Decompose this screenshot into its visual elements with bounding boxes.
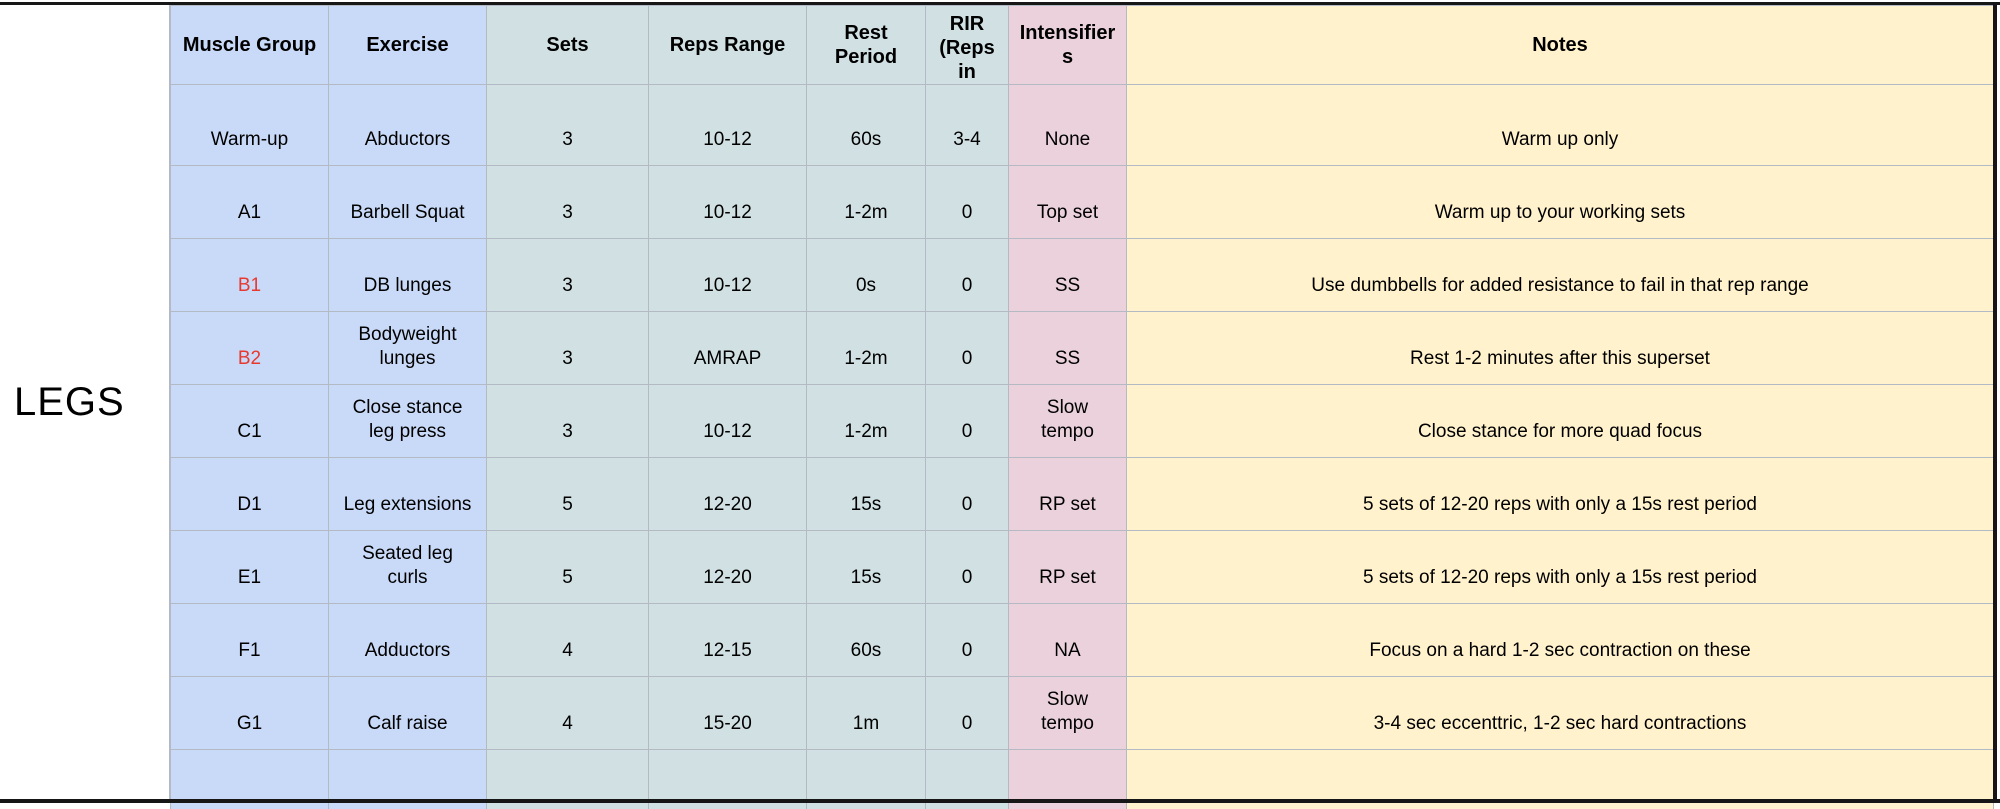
cell-reps-range[interactable]: 10-12 [648,84,807,166]
cell-rir[interactable]: 0 [925,457,1009,531]
cell-rest-period[interactable]: 60s [806,603,926,677]
table-row: E1 Seated leg curls 5 12-20 15s 0 RP set 5 sets… [170,530,1994,604]
cell-exercise[interactable]: DB lunges [328,238,487,312]
cell-exercise[interactable]: Bodyweight lunges [328,311,487,385]
legs-label: LEGS [14,379,125,424]
header-row: Muscle Group Exercise Sets Reps Range Rest P… [170,5,1994,85]
cell-rest-period[interactable]: 1-2m [806,311,926,385]
cell-sets[interactable]: 3 [486,84,649,166]
cell-intensifiers[interactable]: Slow tempo [1008,384,1127,458]
table-row: A1 Barbell Squat 3 10-12 1-2m 0 Top set Warm up… [170,165,1994,239]
cell-intensifiers[interactable]: RP set [1008,530,1127,604]
cell-rir[interactable]: 0 [925,384,1009,458]
cell-muscle-group[interactable]: C1 [170,384,329,458]
muscle-group-merged-cell[interactable]: LEGS [0,5,170,799]
cell-rir[interactable]: 3-4 [925,84,1009,166]
cell-sets[interactable]: 5 [486,530,649,604]
top-border-line [0,2,2000,5]
cell-exercise[interactable]: Abductors [328,84,487,166]
cell-notes[interactable]: 5 sets of 12-20 reps with only a 15s res… [1126,457,1994,531]
cell-reps-range[interactable]: 12-15 [648,603,807,677]
cell-intensifiers[interactable]: SS [1008,238,1127,312]
cell-notes[interactable]: Rest 1-2 minutes after this superset [1126,311,1994,385]
cell-reps-range[interactable]: 12-20 [648,530,807,604]
cell-intensifiers[interactable]: Slow tempo [1008,676,1127,750]
cell-rest-period[interactable]: 15s [806,457,926,531]
col-header-reps-range[interactable]: Reps Range [648,5,807,85]
table-row: Warm-up Abductors 3 10-12 60s 3-4 None Warm up … [170,84,1994,166]
right-border-line [1993,2,1997,803]
cell-reps-range[interactable]: 10-12 [648,384,807,458]
table-row: F1 Adductors 4 12-15 60s 0 NA Focus on a hard 1… [170,603,1994,677]
col-header-intensifiers[interactable]: Intensifiers [1008,5,1127,85]
cell-rir[interactable]: 0 [925,603,1009,677]
cell-reps-range[interactable]: 10-12 [648,238,807,312]
cell-rest-period[interactable]: 1-2m [806,384,926,458]
cell-muscle-group[interactable]: D1 [170,457,329,531]
cell-sets[interactable]: 3 [486,238,649,312]
col-header-notes[interactable]: Notes [1126,5,1994,85]
cell-notes[interactable]: Close stance for more quad focus [1126,384,1994,458]
cell-sets[interactable]: 3 [486,311,649,385]
cell-exercise[interactable]: Adductors [328,603,487,677]
col-header-muscle-group[interactable]: Muscle Group [170,5,329,85]
cell-rest-period[interactable]: 0s [806,238,926,312]
cell-muscle-group[interactable] [170,749,329,809]
cell-notes[interactable]: 3-4 sec eccenttric, 1-2 sec hard contrac… [1126,676,1994,750]
cell-rir[interactable]: 0 [925,165,1009,239]
cell-intensifiers[interactable]: NA [1008,603,1127,677]
col-header-sets[interactable]: Sets [486,5,649,85]
cell-sets[interactable]: 3 [486,384,649,458]
cell-muscle-group[interactable]: B1 [170,238,329,312]
cell-intensifiers[interactable]: SS [1008,311,1127,385]
cell-intensifiers[interactable]: Top set [1008,165,1127,239]
table-row: D1 Leg extensions 5 12-20 15s 0 RP set 5 sets o… [170,457,1994,531]
cell-reps-range[interactable]: 10-12 [648,165,807,239]
cell-sets[interactable]: 3 [486,165,649,239]
cell-reps-range[interactable]: AMRAP [648,311,807,385]
cell-sets[interactable]: 4 [486,603,649,677]
cell-muscle-group[interactable]: B2 [170,311,329,385]
workout-table: Muscle Group Exercise Sets Reps Range Rest P… [170,5,1994,809]
cell-exercise[interactable]: Barbell Squat [328,165,487,239]
cell-intensifiers[interactable]: None [1008,84,1127,166]
bottom-border-line [0,799,2000,803]
cell-rir[interactable]: 0 [925,676,1009,750]
cell-muscle-group[interactable]: G1 [170,676,329,750]
cell-notes[interactable]: Warm up to your working sets [1126,165,1994,239]
cell-reps-range[interactable]: 15-20 [648,676,807,750]
cell-muscle-group[interactable]: E1 [170,530,329,604]
cell-muscle-group[interactable]: F1 [170,603,329,677]
cell-rir[interactable]: 0 [925,530,1009,604]
cell-muscle-group[interactable]: Warm-up [170,84,329,166]
cell-muscle-group[interactable]: A1 [170,165,329,239]
table-row: B2 Bodyweight lunges 3 AMRAP 1-2m 0 SS Rest 1-2… [170,311,1994,385]
table-row: B1 DB lunges 3 10-12 0s 0 SS Use dumbbells for … [170,238,1994,312]
cell-rest-period[interactable]: 1-2m [806,165,926,239]
cell-sets[interactable]: 5 [486,457,649,531]
cell-exercise[interactable]: Calf raise [328,676,487,750]
table-row: G1 Calf raise 4 15-20 1m 0 Slow tempo 3-4 sec e… [170,676,1994,750]
cell-sets[interactable]: 4 [486,676,649,750]
table-row: C1 Close stance leg press 3 10-12 1-2m 0 Slow … [170,384,1994,458]
cell-exercise[interactable]: Leg extensions [328,457,487,531]
col-header-rest-period[interactable]: Rest Period [806,5,926,85]
cell-notes[interactable]: Use dumbbells for added resistance to fa… [1126,238,1994,312]
cell-rest-period[interactable]: 60s [806,84,926,166]
cell-notes[interactable]: Focus on a hard 1-2 sec contraction on t… [1126,603,1994,677]
col-header-rir[interactable]: RIR (Reps in [925,5,1009,85]
cell-rir[interactable]: 0 [925,238,1009,312]
cell-notes[interactable]: 5 sets of 12-20 reps with only a 15s res… [1126,530,1994,604]
cell-exercise[interactable]: Close stance leg press [328,384,487,458]
cell-notes[interactable]: Warm up only [1126,84,1994,166]
cell-rest-period[interactable]: 1m [806,676,926,750]
cell-reps-range[interactable]: 12-20 [648,457,807,531]
col-header-exercise[interactable]: Exercise [328,5,487,85]
cell-exercise[interactable]: Seated leg curls [328,530,487,604]
cell-rest-period[interactable]: 15s [806,530,926,604]
cell-rir[interactable]: 0 [925,311,1009,385]
cell-intensifiers[interactable]: RP set [1008,457,1127,531]
